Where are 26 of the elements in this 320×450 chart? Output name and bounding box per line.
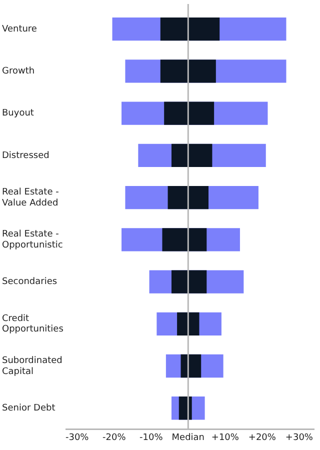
x-tick-label: -20%	[102, 432, 126, 443]
bar	[160, 60, 216, 83]
y-tick-label: Real Estate - Value Added	[2, 187, 59, 208]
x-tick-label: -10%	[140, 432, 164, 443]
bar	[177, 312, 200, 336]
bar	[160, 17, 220, 41]
bar	[168, 186, 209, 210]
y-tick-label: Credit Opportunities	[2, 314, 64, 335]
y-tick-label: Secondaries	[2, 277, 58, 288]
bar	[164, 102, 214, 125]
bar	[171, 144, 212, 168]
x-tick-label: +10%	[211, 432, 240, 443]
y-tick-label: Senior Debt	[2, 403, 56, 414]
x-tick-label: Median	[172, 432, 205, 443]
x-tick-label: -30%	[65, 432, 90, 443]
y-tick-label: Distressed	[2, 150, 50, 161]
y-tick-label: Venture	[2, 24, 38, 34]
y-tick-label: Growth	[2, 66, 35, 77]
x-tick-label: +30%	[285, 432, 314, 443]
y-tick-label: Buyout	[2, 108, 34, 119]
bar	[162, 228, 207, 252]
y-tick-label: Real Estate - Opportunistic	[2, 230, 63, 250]
y-tick-label: Subordinated Capital	[2, 356, 62, 377]
bar	[180, 354, 202, 378]
x-tick-label: +20%	[248, 432, 276, 443]
bar	[171, 270, 207, 294]
